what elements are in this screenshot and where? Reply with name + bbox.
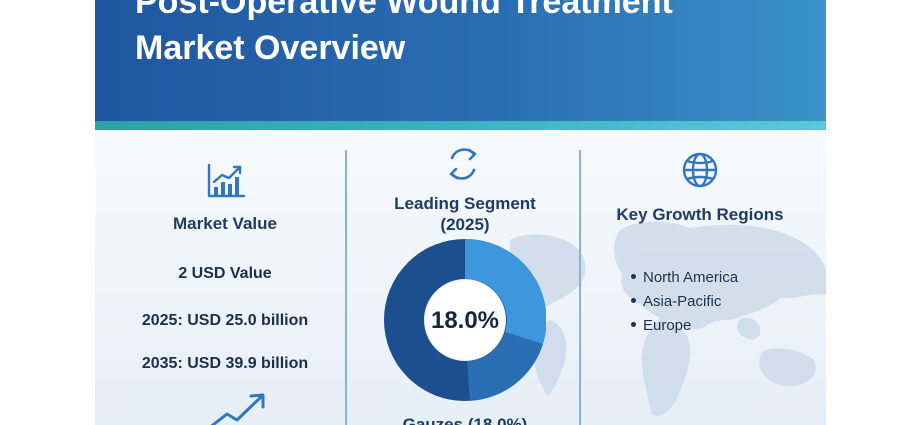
donut-segment-light (465, 239, 546, 344)
refresh-cycle-icon (449, 148, 477, 180)
leading-segment-caption: Gauzes (18.0%) (402, 415, 528, 425)
trend-up-icon (210, 393, 265, 425)
globe-icon (682, 152, 718, 188)
market-value-label: 2 USD Value (178, 265, 272, 282)
segment-donut-chart (384, 239, 546, 401)
leading-segment-heading: Leading Segment (2025) (375, 193, 555, 235)
leading-segment-heading-line-1: Leading Segment (394, 194, 536, 213)
list-item: North America (631, 266, 738, 290)
header-banner: Post-Operative Wound Treatment Market Ov… (95, 0, 826, 121)
donut-hole (425, 280, 505, 360)
region-asia-pacific: Asia-Pacific (643, 293, 722, 310)
region-north-america: North America (643, 269, 739, 286)
donut-segment-mid (467, 332, 543, 401)
list-item: Europe (631, 314, 738, 338)
title-line-2: Market Overview (135, 29, 406, 67)
accent-stripe (95, 121, 826, 130)
column-divider-2 (579, 150, 581, 425)
market-value-heading: Market Value (173, 214, 277, 233)
leading-segment-heading-line-2: (2025) (440, 215, 490, 234)
market-overview-card: Post-Operative Wound Treatment Market Ov… (95, 0, 826, 425)
bar-chart-icon (207, 163, 246, 198)
region-europe: Europe (643, 317, 692, 334)
growth-regions-heading: Key Growth Regions (616, 205, 784, 224)
growth-regions-list: North America Asia-Pacific Europe (631, 266, 738, 338)
title-line-1: Post-Operative Wound Treatment (135, 0, 673, 21)
donut-center-value: 18.0% (430, 307, 500, 334)
bullet-icon (631, 297, 636, 303)
column-divider-1 (345, 150, 347, 425)
world-map-background (510, 221, 826, 416)
page-title: Post-Operative Wound Treatment Market Ov… (135, 0, 795, 71)
market-value-2035: 2035: USD 39.9 billion (141, 355, 309, 372)
market-value-2025: 2025: USD 25.0 billion (141, 312, 309, 329)
list-item: Asia-Pacific (631, 290, 738, 314)
bullet-icon (631, 321, 636, 327)
bullet-icon (631, 273, 636, 279)
